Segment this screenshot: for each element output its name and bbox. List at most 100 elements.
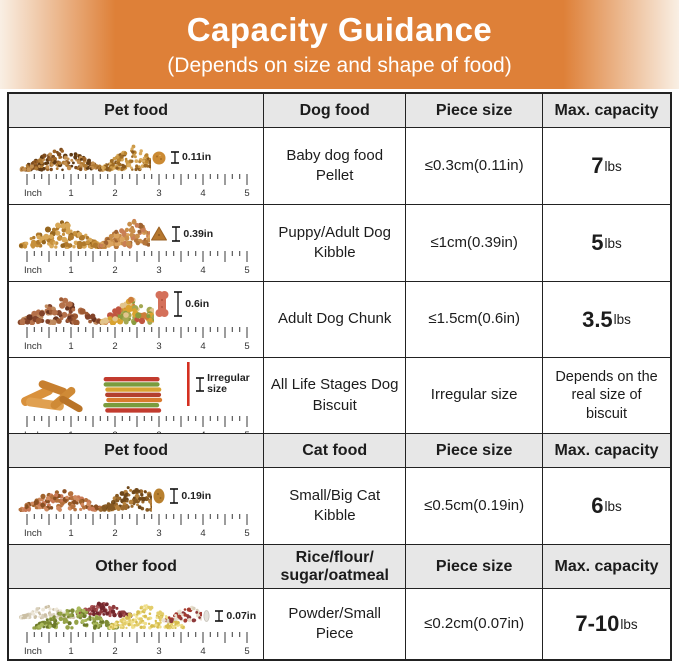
piece-size-marker-label: 0.19in (181, 490, 212, 502)
ruler: Inch 1 2 3 4 5 (17, 249, 259, 280)
single-piece-icon (152, 151, 166, 165)
col-header-piece-size: Piece size (406, 434, 544, 467)
food-pile-image (18, 486, 153, 512)
svg-text:5: 5 (244, 265, 249, 275)
piece-size-marker-label: 0.39in (183, 227, 214, 240)
single-piece-icon (187, 362, 190, 406)
svg-text:Inch: Inch (24, 430, 42, 433)
svg-text:3: 3 (156, 265, 161, 275)
single-piece-icon (203, 610, 210, 622)
page-subtitle: (Depends on size and shape of food) (167, 54, 512, 77)
food-type-label: All Life Stages Dog Biscuit (264, 358, 407, 433)
col-header-max-capacity: Max. capacity (554, 101, 659, 119)
food-pile-image (19, 144, 151, 172)
ruler: Inch 1 2 3 4 5 (17, 325, 259, 356)
svg-text:Inch: Inch (24, 646, 42, 656)
banner: Capacity Guidance (Depends on size and s… (0, 0, 679, 89)
svg-text:2: 2 (112, 188, 117, 198)
col-header-pet-food: Pet food (9, 94, 265, 127)
svg-text:2: 2 (112, 341, 117, 351)
food-pile-image (19, 601, 203, 630)
inch-ruler-icon: Inch 1 2 3 4 5 (24, 327, 250, 352)
svg-text:1: 1 (68, 528, 73, 538)
svg-text:Inch: Inch (24, 341, 42, 351)
page-title: Capacity Guidance (186, 11, 493, 48)
svg-text:4: 4 (200, 528, 205, 538)
piece-size-marker-label: 0.07in (226, 610, 257, 622)
food-illustration-cell: 0.6in Inch 1 2 3 4 5 (9, 282, 265, 357)
food-illustration-cell: 0.39in Inch 1 2 3 4 5 (9, 205, 265, 281)
max-capacity-value: 6 lbs (591, 493, 622, 518)
single-piece-icon (151, 226, 168, 241)
food-illustration-cell: 0.19in Inch 1 2 3 4 5 (9, 468, 265, 544)
header-row-dog: Pet food Dog food Piece size Max. capaci… (9, 94, 670, 128)
inch-ruler-icon: Inch 1 2 3 4 5 (24, 416, 250, 433)
svg-text:5: 5 (244, 188, 249, 198)
svg-text:1: 1 (68, 430, 73, 433)
svg-text:Inch: Inch (24, 528, 42, 538)
size-marker-icon (215, 610, 224, 622)
piece-size-marker-label: Irregular size (207, 371, 250, 395)
col-header-cat-food: Cat food (264, 434, 407, 467)
svg-text:1: 1 (68, 188, 73, 198)
col-header-pet-food: Pet food (9, 434, 265, 467)
size-marker-icon (172, 225, 181, 242)
svg-text:1: 1 (68, 341, 73, 351)
ruler: Inch 1 2 3 4 5 (17, 172, 259, 203)
size-marker-icon (174, 291, 183, 317)
col-header-piece-size: Piece size (406, 545, 544, 588)
ruler: Inch 1 2 3 4 5 (17, 630, 259, 659)
svg-text:5: 5 (244, 528, 249, 538)
food-pile-image (17, 296, 155, 325)
food-type-label: Small/Big Cat Kibble (264, 468, 407, 544)
piece-size-value: ≤0.5cm(0.19in) (406, 468, 544, 544)
table-row: Irregular size Inch 1 2 3 4 5 All Life Stages … (9, 358, 670, 434)
svg-text:4: 4 (200, 188, 205, 198)
piece-size-value: ≤0.2cm(0.07in) (406, 589, 544, 659)
piece-with-marker: 0.39in (150, 225, 259, 242)
svg-text:2: 2 (112, 528, 117, 538)
ruler: Inch 1 2 3 4 5 (17, 414, 259, 433)
piece-size-value: Irregular size (406, 358, 544, 433)
max-capacity-value: Depends on the real size of biscuit (555, 369, 658, 422)
inch-ruler-icon: Inch 1 2 3 4 5 (24, 632, 250, 657)
size-marker-icon (196, 376, 205, 392)
piece-size-marker-label: 0.6in (185, 298, 210, 310)
piece-with-marker: 0.6in (154, 290, 259, 318)
svg-text:Inch: Inch (24, 188, 42, 198)
food-pile-image (21, 377, 163, 413)
col-header-max-capacity: Max. capacity (554, 441, 659, 459)
table-row: 0.11in Inch 1 2 3 4 5 Baby dog food Pellet ≤0.… (9, 128, 670, 205)
piece-size-value: ≤0.3cm(0.11in) (406, 128, 544, 204)
svg-text:4: 4 (200, 646, 205, 656)
svg-text:5: 5 (244, 646, 249, 656)
food-pile-image (18, 218, 151, 249)
col-header-rice-flour: Rice/flour/ sugar/oatmeal (264, 545, 407, 588)
piece-with-marker: 0.07in (202, 609, 259, 623)
col-header-piece-size: Piece size (406, 94, 544, 127)
svg-text:3: 3 (156, 646, 161, 656)
piece-size-value: ≤1.5cm(0.6in) (406, 282, 544, 357)
capacity-table: Pet food Dog food Piece size Max. capaci… (7, 92, 672, 661)
svg-text:1: 1 (68, 646, 73, 656)
svg-text:5: 5 (244, 430, 249, 433)
svg-text:4: 4 (200, 430, 205, 433)
size-marker-icon (170, 488, 179, 504)
food-type-label: Baby dog food Pellet (264, 128, 407, 204)
table-row: 0.07in Inch 1 2 3 4 5 Powder/Small Piece ≤0.2c… (9, 589, 670, 659)
table-row: 0.6in Inch 1 2 3 4 5 Adult Dog Chunk ≤1.5cm(0.… (9, 282, 670, 358)
max-capacity-value: 7 lbs (591, 153, 622, 178)
svg-text:3: 3 (156, 341, 161, 351)
table-row: 0.19in Inch 1 2 3 4 5 Small/Big Cat Kibble ≤0.… (9, 468, 670, 545)
piece-size-marker-label: 0.11in (181, 151, 212, 163)
svg-text:3: 3 (156, 528, 161, 538)
svg-text:2: 2 (112, 430, 117, 433)
piece-size-value: ≤1cm(0.39in) (406, 205, 544, 281)
food-illustration-cell: 0.11in Inch 1 2 3 4 5 (9, 128, 265, 204)
food-type-label: Powder/Small Piece (264, 589, 407, 659)
max-capacity-value: 7-10 lbs (575, 611, 638, 636)
svg-text:3: 3 (156, 188, 161, 198)
single-piece-icon (155, 291, 169, 317)
inch-ruler-icon: Inch 1 2 3 4 5 (24, 514, 250, 539)
